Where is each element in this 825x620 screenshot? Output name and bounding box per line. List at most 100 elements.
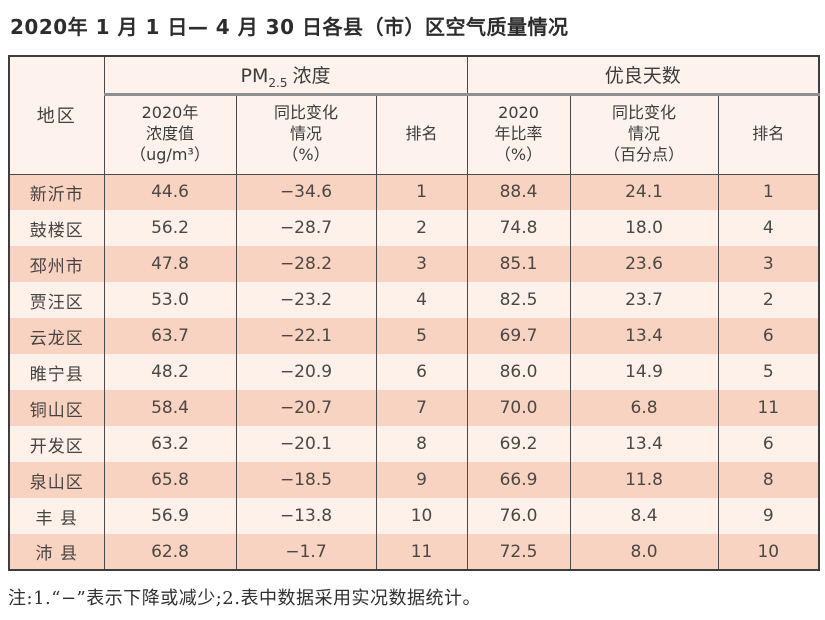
pm-value-cell: 62.8 xyxy=(103,534,237,570)
pm-change-cell: −20.1 xyxy=(235,426,377,462)
pm-rank-cell: 10 xyxy=(375,498,468,534)
good-change-cell: 14.9 xyxy=(569,354,719,390)
table-row: 睢宁县 48.2 −20.9 6 86.0 14.9 5 xyxy=(8,354,820,390)
pm-value-cell: 44.6 xyxy=(103,174,237,210)
good-change-cell: 23.6 xyxy=(569,246,719,282)
good-rank-cell: 5 xyxy=(717,354,820,390)
table-row: 丰 县 56.9 −13.8 10 76.0 8.4 9 xyxy=(8,498,820,534)
good-rank-cell: 9 xyxy=(717,498,820,534)
good-change-cell: 13.4 xyxy=(569,426,719,462)
pm-change-cell: −28.2 xyxy=(235,246,377,282)
good-rank-cell: 6 xyxy=(717,426,820,462)
good-ratio-cell: 70.0 xyxy=(466,390,571,426)
good-ratio-cell: 66.9 xyxy=(466,462,571,498)
pm-rank-cell: 7 xyxy=(375,390,468,426)
region-cell: 开发区 xyxy=(8,426,105,462)
good-change-cell: 24.1 xyxy=(569,174,719,210)
good-ratio-cell: 69.7 xyxy=(466,318,571,354)
pm-change-cell: −20.7 xyxy=(235,390,377,426)
good-change-cell: 23.7 xyxy=(569,282,719,318)
table-body: 新沂市 44.6 −34.6 1 88.4 24.1 1 鼓楼区 56.2 −2… xyxy=(8,174,820,570)
pm-rank-cell: 6 xyxy=(375,354,468,390)
pm-change-cell: −28.7 xyxy=(235,210,377,246)
column-header-pm-rank: 排名 xyxy=(375,94,468,175)
good-change-cell: 8.0 xyxy=(569,534,719,570)
region-cell: 铜山区 xyxy=(8,390,105,426)
table-row: 铜山区 58.4 −20.7 7 70.0 6.8 11 xyxy=(8,390,820,426)
good-ratio-cell: 69.2 xyxy=(466,426,571,462)
group-header-row: 地区 PM2.5 浓度 优良天数 xyxy=(8,56,820,175)
pm-value-cell: 63.2 xyxy=(103,426,237,462)
pm-rank-cell: 11 xyxy=(375,534,468,570)
table-row: 贾汪区 53.0 −23.2 4 82.5 23.7 2 xyxy=(8,282,820,318)
pm-value-cell: 63.7 xyxy=(103,318,237,354)
good-rank-cell: 6 xyxy=(717,318,820,354)
column-header-region: 地区 xyxy=(8,56,105,175)
region-cell: 新沂市 xyxy=(8,174,105,210)
pm-change-cell: −20.9 xyxy=(235,354,377,390)
good-rank-cell: 11 xyxy=(717,390,820,426)
pm-rank-cell: 4 xyxy=(375,282,468,318)
good-change-cell: 13.4 xyxy=(569,318,719,354)
column-group-good-days: 优良天数 xyxy=(466,56,820,96)
table-row: 沛 县 62.8 −1.7 11 72.5 8.0 10 xyxy=(8,534,820,570)
good-rank-cell: 3 xyxy=(717,246,820,282)
good-rank-cell: 10 xyxy=(717,534,820,570)
table-row: 新沂市 44.6 −34.6 1 88.4 24.1 1 xyxy=(8,174,820,210)
pm-value-cell: 56.2 xyxy=(103,210,237,246)
good-ratio-cell: 86.0 xyxy=(466,354,571,390)
air-quality-table: 地区 PM2.5 浓度 优良天数 2020年 浓度值 （ug/m³） 同比变化 情… xyxy=(8,55,821,571)
good-ratio-cell: 88.4 xyxy=(466,174,571,210)
pm-label: PM xyxy=(240,65,269,88)
pm-value-cell: 65.8 xyxy=(103,462,237,498)
table-row: 云龙区 63.7 −22.1 5 69.7 13.4 6 xyxy=(8,318,820,354)
pm-value-cell: 56.9 xyxy=(103,498,237,534)
table-header: 地区 PM2.5 浓度 优良天数 2020年 浓度值 （ug/m³） 同比变化 情… xyxy=(8,56,820,175)
column-header-good-rank: 排名 xyxy=(717,94,820,175)
good-ratio-cell: 72.5 xyxy=(466,534,571,570)
footnote: 注:1.“−”表示下降或减少;2.表中数据采用实况数据统计。 xyxy=(8,588,481,609)
pm-value-cell: 58.4 xyxy=(103,390,237,426)
pm-change-cell: −18.5 xyxy=(235,462,377,498)
pm-change-cell: −1.7 xyxy=(235,534,377,570)
region-cell: 云龙区 xyxy=(8,318,105,354)
good-ratio-cell: 82.5 xyxy=(466,282,571,318)
good-change-cell: 6.8 xyxy=(569,390,719,426)
pm-subscript: 2.5 xyxy=(268,76,288,91)
pm-rank-cell: 5 xyxy=(375,318,468,354)
region-cell: 睢宁县 xyxy=(8,354,105,390)
region-cell: 邳州市 xyxy=(8,246,105,282)
region-cell: 鼓楼区 xyxy=(8,210,105,246)
table-row: 鼓楼区 56.2 −28.7 2 74.8 18.0 4 xyxy=(8,210,820,246)
region-cell: 贾汪区 xyxy=(8,282,105,318)
region-cell: 沛 县 xyxy=(8,534,105,570)
page-title: 2020年 1 月 1 日— 4 月 30 日各县（市）区空气质量情况 xyxy=(10,15,569,39)
column-group-pm25: PM2.5 浓度 xyxy=(103,56,468,96)
column-header-good-ratio: 2020 年比率 （%） xyxy=(466,94,571,175)
table-row: 邳州市 47.8 −28.2 3 85.1 23.6 3 xyxy=(8,246,820,282)
good-ratio-cell: 74.8 xyxy=(466,210,571,246)
pm-value-cell: 53.0 xyxy=(103,282,237,318)
pm-rank-cell: 1 xyxy=(375,174,468,210)
pm-change-cell: −34.6 xyxy=(235,174,377,210)
good-rank-cell: 2 xyxy=(717,282,820,318)
good-ratio-cell: 85.1 xyxy=(466,246,571,282)
column-header-pm-change: 同比变化 情况 （%） xyxy=(235,94,377,175)
good-rank-cell: 8 xyxy=(717,462,820,498)
good-change-cell: 11.8 xyxy=(569,462,719,498)
pm-value-cell: 47.8 xyxy=(103,246,237,282)
table-row: 泉山区 65.8 −18.5 9 66.9 11.8 8 xyxy=(8,462,820,498)
pm-rank-cell: 8 xyxy=(375,426,468,462)
region-cell: 丰 县 xyxy=(8,498,105,534)
pm-change-cell: −23.2 xyxy=(235,282,377,318)
pm-change-cell: −22.1 xyxy=(235,318,377,354)
column-header-pm-value: 2020年 浓度值 （ug/m³） xyxy=(103,94,237,175)
table-row: 开发区 63.2 −20.1 8 69.2 13.4 6 xyxy=(8,426,820,462)
pm-change-cell: −13.8 xyxy=(235,498,377,534)
pm-value-cell: 48.2 xyxy=(103,354,237,390)
pm-suffix-label: 浓度 xyxy=(292,65,331,88)
good-ratio-cell: 76.0 xyxy=(466,498,571,534)
region-cell: 泉山区 xyxy=(8,462,105,498)
good-rank-cell: 4 xyxy=(717,210,820,246)
pm-rank-cell: 3 xyxy=(375,246,468,282)
